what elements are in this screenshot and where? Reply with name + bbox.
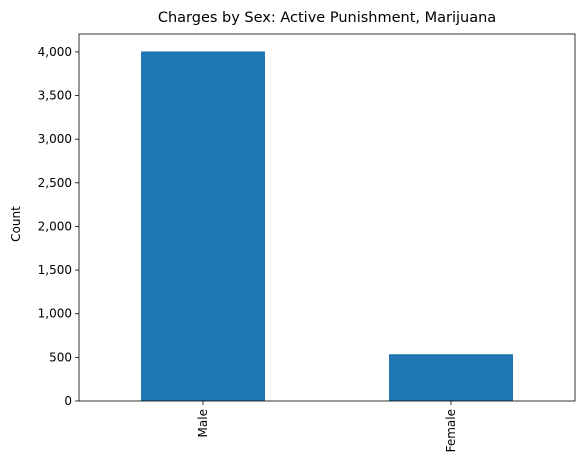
y-tick-label: 0 bbox=[64, 394, 72, 408]
y-axis-label: Count bbox=[9, 206, 23, 242]
plot-frame bbox=[78, 33, 576, 402]
y-axis: 0 500 1,000 1,500 2,000 2,500 3,000 3,500 4,000 bbox=[38, 45, 79, 408]
x-axis: Male Female bbox=[196, 401, 458, 452]
chart-title: Charges by Sex: Active Punishment, Marij… bbox=[158, 10, 496, 26]
y-tick-label: 1,500 bbox=[38, 263, 72, 277]
y-tick-label: 3,500 bbox=[38, 89, 72, 103]
y-tick-label: 4,000 bbox=[38, 45, 72, 59]
x-tick-label-female: Female bbox=[444, 409, 458, 452]
bar-male bbox=[141, 51, 265, 401]
y-tick-label: 500 bbox=[49, 350, 72, 364]
bar-female bbox=[389, 354, 513, 401]
bars-group bbox=[141, 51, 513, 401]
y-tick-label: 2,500 bbox=[38, 176, 72, 190]
y-tick-label: 1,000 bbox=[38, 307, 72, 321]
y-tick-label: 2,000 bbox=[38, 219, 72, 233]
y-tick-label: 3,000 bbox=[38, 132, 72, 146]
x-tick-label-male: Male bbox=[196, 409, 210, 437]
